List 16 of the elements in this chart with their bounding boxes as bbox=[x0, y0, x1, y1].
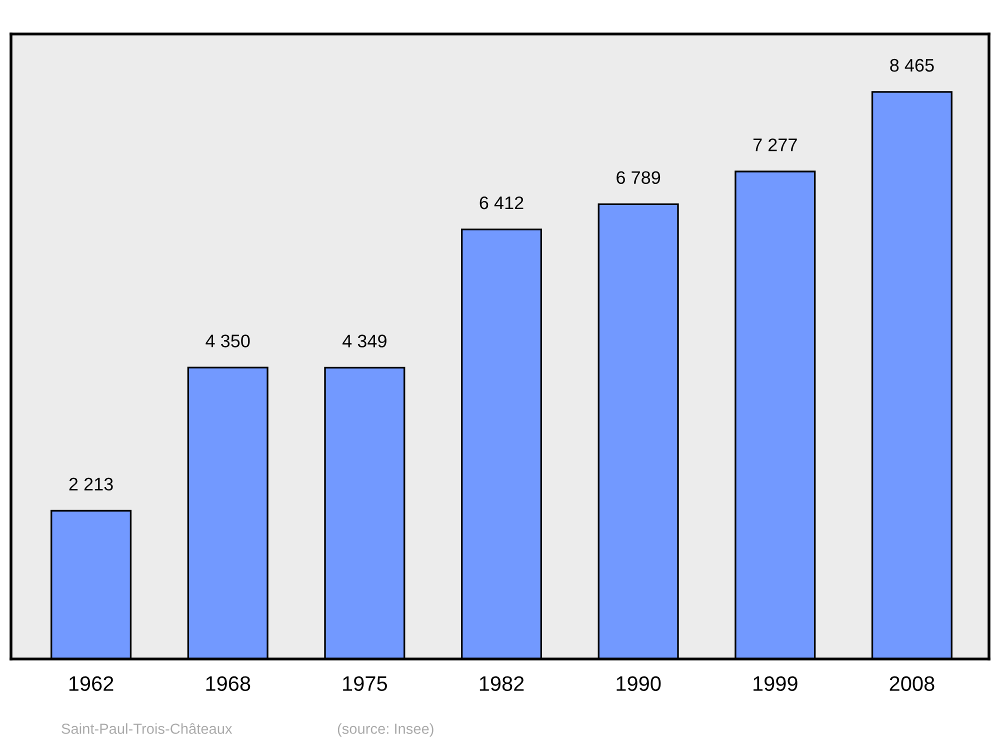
x-tick-label: 1968 bbox=[206, 676, 250, 691]
x-tick-label: 1990 bbox=[616, 676, 661, 691]
x-tick-label: 1982 bbox=[480, 676, 524, 691]
data-label: 7 277 bbox=[753, 138, 797, 152]
x-tick-label: 1962 bbox=[69, 676, 114, 691]
x-tick-label: 2008 bbox=[890, 676, 934, 691]
data-label: 6 789 bbox=[616, 171, 660, 184]
x-tick-label: 1999 bbox=[754, 676, 798, 691]
data-label: 6 412 bbox=[480, 196, 524, 210]
data-label: 2 213 bbox=[69, 478, 113, 491]
text: Saint-Paul-Trois-Châteaux bbox=[62, 723, 232, 734]
data-label: 4 349 bbox=[342, 334, 386, 348]
x-tick-label: 1975 bbox=[343, 676, 387, 691]
data-label: 8 465 bbox=[890, 58, 934, 72]
text: (source: Insee) bbox=[338, 723, 434, 737]
data-label: 4 350 bbox=[206, 334, 250, 348]
